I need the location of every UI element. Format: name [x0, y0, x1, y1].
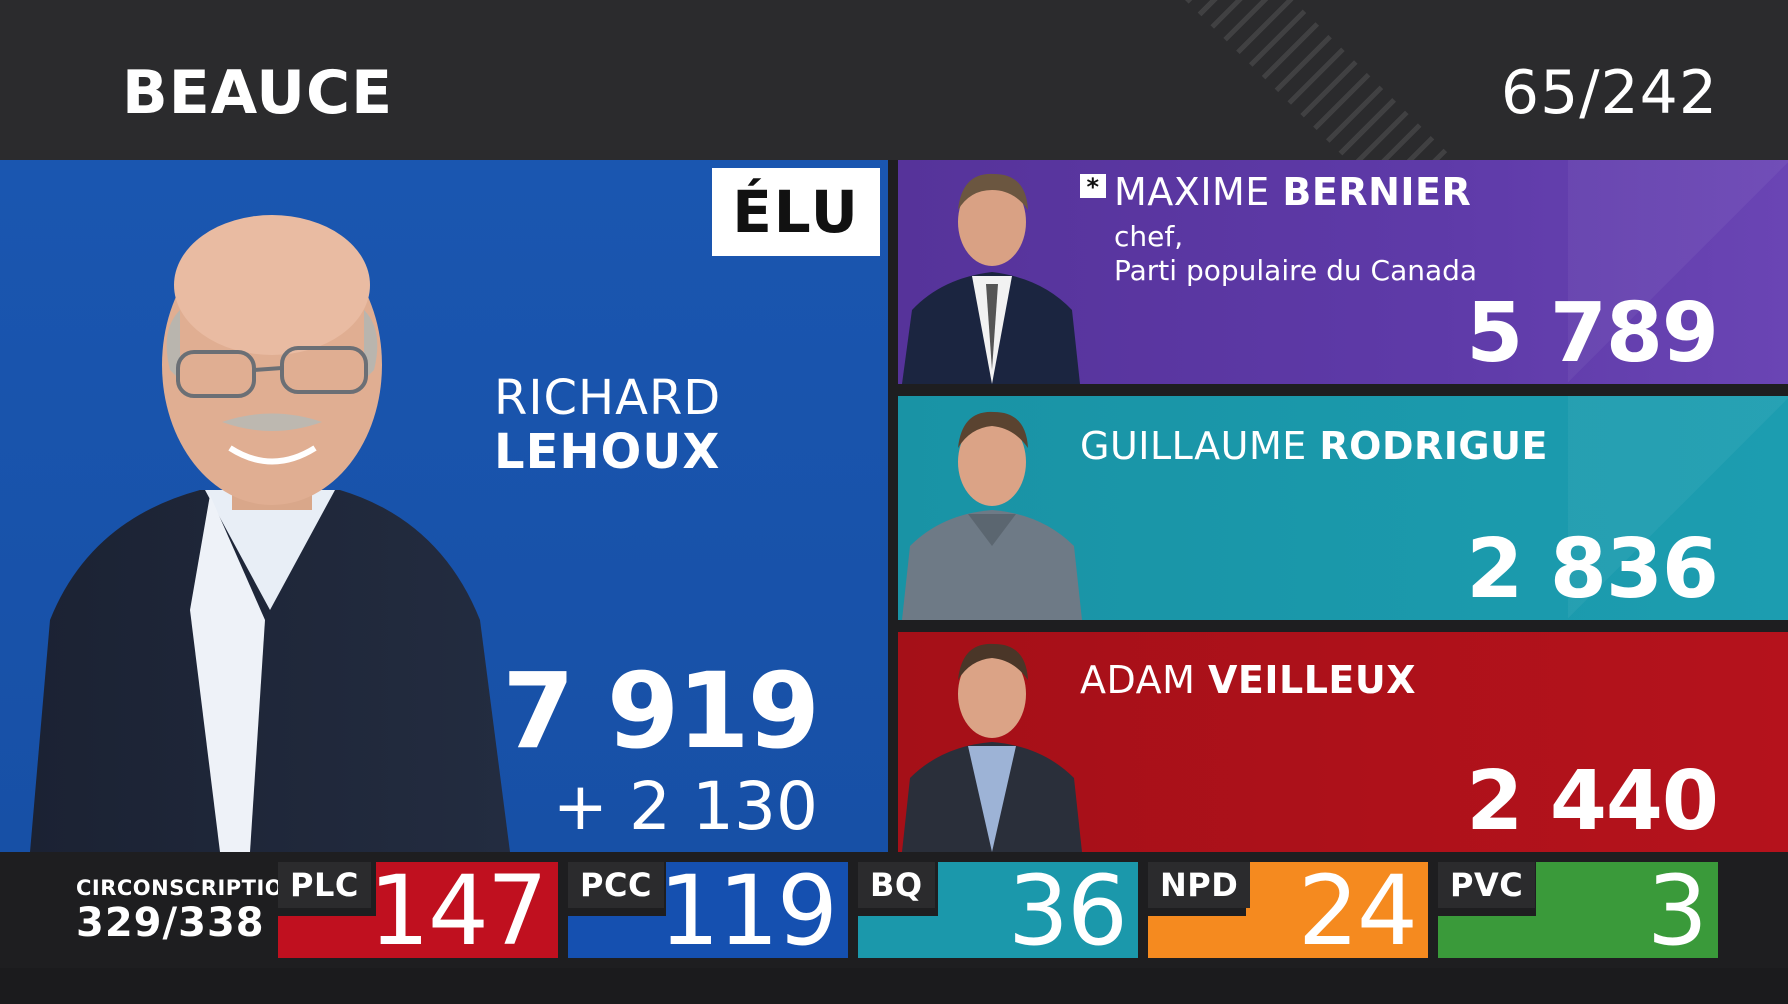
candidate-2-votes: 2 836	[1466, 522, 1719, 617]
riding-name: BEAUCE	[122, 58, 394, 128]
party-seat-box: 24	[1246, 856, 1428, 966]
party-seat-count: 3	[1646, 855, 1708, 967]
candidate-portrait	[902, 643, 1082, 852]
winner-first-name: RICHARD	[494, 370, 722, 426]
chevron-decoration	[1568, 160, 1788, 384]
candidate-2-name: GUILLAUME RODRIGUE	[1080, 424, 1548, 468]
candidate-3-first-name: ADAM	[1080, 658, 1196, 702]
party-seat-count: 36	[1007, 855, 1128, 967]
candidate-card-bernier	[898, 160, 1788, 384]
candidate-1-name: * MAXIME BERNIER	[1080, 170, 1471, 214]
party-abbr: PCC	[568, 862, 664, 908]
party-seats-pvc: 3 PVC	[1438, 856, 1718, 966]
party-seat-box: 147	[369, 856, 558, 966]
candidate-1-last-name: BERNIER	[1282, 170, 1472, 214]
candidate-3-votes: 2 440	[1466, 754, 1719, 849]
header-bar: BEAUCE 65/242	[0, 0, 1788, 160]
asterisk-icon: *	[1080, 174, 1106, 200]
party-seat-count: 24	[1297, 855, 1418, 967]
footer-strip	[0, 968, 1788, 1004]
party-abbr: PVC	[1438, 862, 1536, 908]
party-abbr: BQ	[858, 862, 935, 908]
candidate-2-last-name: RODRIGUE	[1319, 424, 1548, 468]
winner-lead: + 2 130	[552, 768, 818, 845]
candidate-card-veilleux	[898, 632, 1788, 852]
candidate-1-role: chef,	[1114, 220, 1184, 253]
candidate-portrait	[902, 411, 1082, 620]
winner-last-name: LEHOUX	[494, 424, 721, 480]
party-seat-box: 119	[659, 856, 848, 966]
winner-votes: 7 919	[502, 650, 820, 772]
candidate-card-rodrigue	[898, 396, 1788, 620]
party-seat-box: 36	[938, 856, 1138, 966]
party-seats-plc: 147 PLC	[278, 856, 558, 966]
party-seats-pcc: 119 PCC	[568, 856, 848, 966]
winner-portrait	[30, 215, 510, 852]
candidate-1-votes: 5 789	[1466, 286, 1719, 381]
party-abbr: NPD	[1148, 862, 1251, 908]
candidate-3-last-name: VEILLEUX	[1207, 658, 1417, 702]
party-seat-count: 119	[658, 855, 838, 967]
winner-panel: ÉLU RICHARD LEHOUX 7 919 + 2 130	[0, 160, 888, 852]
party-abbr: PLC	[278, 862, 371, 908]
candidate-1-first-name: MAXIME	[1114, 170, 1270, 214]
polls-reported: 65/242	[1500, 58, 1718, 128]
candidate-1-party: Parti populaire du Canada	[1114, 254, 1478, 287]
ridings-count: 329/338	[76, 900, 265, 946]
candidate-2-first-name: GUILLAUME	[1080, 424, 1307, 468]
party-seats-bq: 36 BQ	[858, 856, 1138, 966]
candidate-portrait	[902, 173, 1080, 384]
elected-badge: ÉLU	[712, 168, 880, 256]
chevron-decoration	[1568, 396, 1788, 620]
candidate-3-name: ADAM VEILLEUX	[1080, 658, 1416, 702]
header-hatch-decoration	[1185, 0, 1455, 160]
ridings-label: CIRCONSCRIPTIONS	[76, 876, 317, 900]
party-seats-npd: 24 NPD	[1148, 856, 1428, 966]
party-seat-box: 3	[1536, 856, 1718, 966]
party-seat-count: 147	[368, 855, 548, 967]
